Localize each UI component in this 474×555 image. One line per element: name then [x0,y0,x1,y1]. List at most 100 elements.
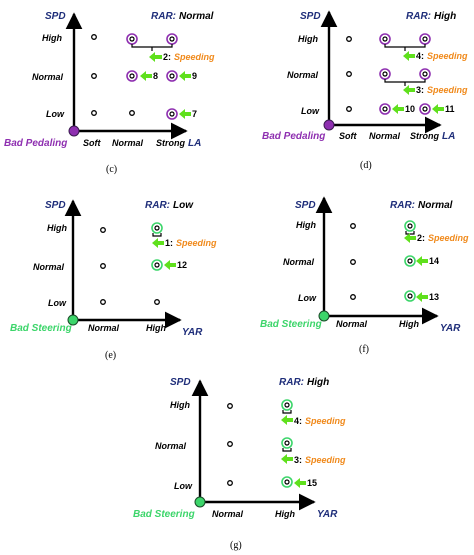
panel-c-origin-label: Bad Pedaling [4,138,67,149]
panel-g-bracket [282,410,292,414]
panel-f-point [407,258,413,264]
panel-d-annotation-num: 4: [416,51,424,61]
panel-c-green-arrow [179,109,191,119]
panel-c-x-title: LA [188,138,201,149]
panel-e-annotation-num: 1: [165,238,173,248]
panel-g-x-tick-normal: Normal [212,509,244,519]
panel-c-rar-prefix: RAR: [151,11,176,22]
panel-e-annotation-speeding: Speeding [176,238,217,248]
panel-d-x-tick-normal: Normal [369,131,401,141]
panel-e-point [100,299,106,305]
panel-d-origin-label: Bad Pedaling [262,131,325,142]
panel-c-bracket [131,44,173,51]
panel-c-point [91,110,97,116]
panel-e-origin [67,314,79,326]
panel-f-y-title: SPD [295,200,316,211]
panel-g-green-arrow [294,478,306,488]
panel-d-highlight [379,68,391,80]
panel-g-point [227,441,233,447]
panel-f-point [350,259,356,265]
panel-f-highlight [404,290,416,302]
panel-g-highlight [281,476,293,488]
panel-c-green-arrow [179,71,191,81]
panel-d-point [422,106,428,112]
panel-f-annotation-num: 13 [429,292,439,302]
panel-d-y-tick-normal: Normal [287,70,319,80]
panel-c-green-arrow [140,71,152,81]
panel-c-point [169,73,175,79]
panel-c-point [169,111,175,117]
panel-e-rar-value: Low [173,200,194,211]
panel-c-highlight [126,33,138,45]
panel-e-green-arrow [164,260,176,270]
panel-g-annotation-num: 3: [294,455,302,465]
panel-g-point [227,403,233,409]
panel-c-rar-value: Normal [179,11,214,22]
panel-c-annotation-num: 8 [153,71,158,81]
panel-g-point [227,480,233,486]
panel-e-point [100,227,106,233]
panel-c-y-tick-low: Low [46,109,65,119]
panel-g-green-arrow [281,415,293,425]
panel-e-y-title: SPD [45,200,66,211]
panel-c-point [129,36,135,42]
panel-c-y-tick-high: High [42,33,62,43]
panel-d-y-tick-high: High [298,34,318,44]
panel-c-y-tick-normal: Normal [32,72,64,82]
panel-d-highlight [419,33,431,45]
panel-f-annotation-num: 14 [429,256,439,266]
panel-c-x-tick-strong: Strong [156,138,185,148]
panel-g-annotation-speeding: Speeding [305,455,346,465]
panel-d-point [346,36,352,42]
panel-g-point [284,479,290,485]
panel-g-y-tick-high: High [170,400,190,410]
panel-d-rar-prefix: RAR: [406,11,431,22]
panel-g-green-arrow [281,454,293,464]
panel-d-point [382,106,388,112]
panel-c-y-title: SPD [45,11,66,22]
panel-g: SPD RAR: High High Normal Low Normal Hig… [133,377,346,551]
panel-e-x-tick-high: High [146,323,166,333]
panel-f-green-arrow [416,292,428,302]
panel-f: SPD RAR: Normal High Normal Low Normal H… [260,196,469,355]
panel-c-x-tick-soft: Soft [83,138,101,148]
panel-c-x-tick-normal: Normal [112,138,144,148]
panel-d-point [346,106,352,112]
panel-c-highlight [166,70,178,82]
panel-d-point [382,71,388,77]
panel-c-origin [68,125,80,137]
panel-c-highlight [166,108,178,120]
panel-f-y-tick-high: High [296,220,316,230]
panel-c-green-arrow [149,52,162,62]
panel-f-green-arrow [404,233,416,243]
panel-c: SPD RAR: Normal High Normal Low Soft Nor… [4,11,215,175]
panel-d-highlight [419,68,431,80]
panel-f-y-tick-normal: Normal [283,257,315,267]
panel-e-point [154,262,160,268]
panel-f-point [407,223,413,229]
panel-g-origin-label: Bad Steering [133,509,195,520]
panel-c-point [129,110,135,116]
panel-d-rar-value: High [434,11,456,22]
panel-f-point [350,294,356,300]
panel-d-annotation-num: 10 [405,104,415,114]
panel-f-origin [318,310,330,322]
panel-d-y-tick-low: Low [301,106,320,116]
panel-e-green-arrow [152,238,164,248]
panel-e-x-title: YAR [182,327,203,338]
panel-e-y-tick-low: Low [48,298,67,308]
panel-d-highlight [379,33,391,45]
panel-e-highlight [151,222,163,234]
panel-c-point [129,73,135,79]
panel-d-point [346,71,352,77]
panel-f-x-tick-normal: Normal [336,319,368,329]
panel-f-x-tick-high: High [399,319,419,329]
panel-e-x-tick-normal: Normal [88,323,120,333]
panel-d-highlight [379,103,391,115]
panel-d-annotation-speeding: Speeding [427,85,468,95]
panel-e-y-tick-high: High [47,223,67,233]
panel-f-x-title: YAR [440,323,461,334]
panel-e-y-tick-normal: Normal [33,262,65,272]
panel-e-caption: (e) [105,350,116,361]
